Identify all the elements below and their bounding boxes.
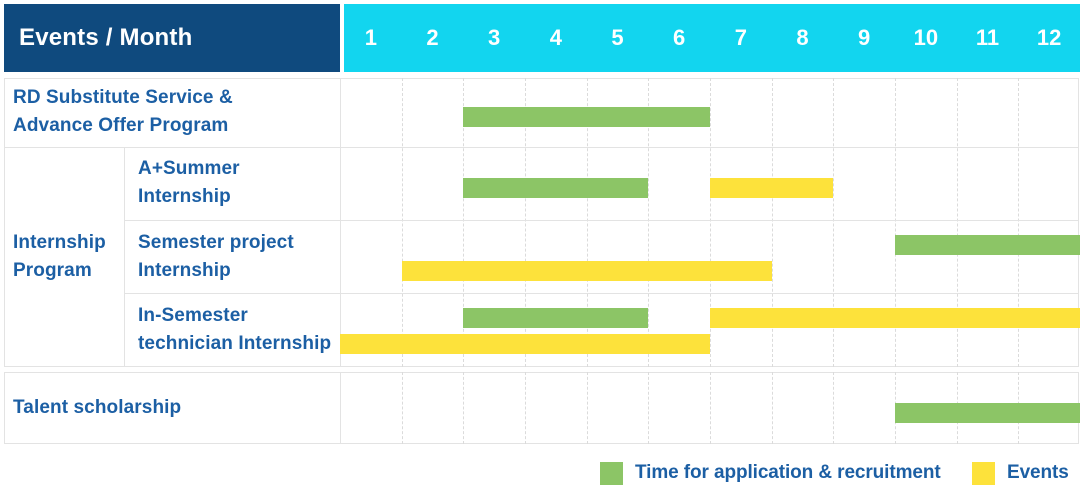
month-gridline bbox=[710, 78, 711, 367]
month-gridline bbox=[956, 78, 958, 367]
row-label-in-semester-technician-internship-line: In-Semester bbox=[138, 304, 248, 326]
label-months-divider bbox=[340, 78, 341, 367]
group-label-internship-program: Internship Program bbox=[13, 147, 106, 367]
month-header-12: 12 bbox=[1036, 25, 1062, 50]
month-gridline bbox=[833, 372, 835, 444]
month-gridline bbox=[771, 372, 773, 444]
green-bar-in-semester-technician-internship-m3-5 bbox=[463, 307, 649, 328]
month-gridline bbox=[648, 78, 650, 367]
green-bar-a-plus-summer-internship-m3-5 bbox=[463, 178, 649, 199]
green-bar-semester-project-internship-m10-12 bbox=[895, 234, 1080, 255]
legend-item-events: Events bbox=[972, 461, 1069, 485]
row-separator bbox=[124, 220, 1079, 221]
legend-label-application: Time for application & recruitment bbox=[635, 462, 941, 483]
table-section-border-1 bbox=[4, 78, 1079, 367]
yellow-bar-semester-project-internship-m2-7 bbox=[401, 261, 772, 281]
legend-label-events: Events bbox=[1007, 462, 1069, 483]
month-gridline bbox=[586, 372, 588, 444]
row-separator bbox=[4, 146, 1079, 148]
row-label-in-semester-technician-internship-line: technician Internship bbox=[138, 332, 332, 354]
month-gridline bbox=[525, 372, 526, 444]
row-label-talent-scholarship: Talent scholarship bbox=[13, 372, 181, 444]
row-label-talent-scholarship-line: Talent scholarship bbox=[13, 397, 182, 418]
month-header-9: 9 bbox=[858, 25, 871, 50]
month-gridline bbox=[1018, 78, 1020, 367]
row-label-a-plus-summer-internship: A+Summer Internship bbox=[138, 147, 240, 220]
legend-item-application: Time for application & recruitment bbox=[600, 461, 941, 485]
month-header-5: 5 bbox=[611, 25, 624, 50]
group-sublabel-divider bbox=[124, 146, 125, 367]
header-months-band bbox=[344, 4, 1080, 72]
month-header-11: 11 bbox=[975, 25, 1000, 50]
month-header-1: 1 bbox=[364, 25, 377, 50]
month-gridline bbox=[463, 372, 465, 444]
yellow-bar-a-plus-summer-internship-m7-8 bbox=[710, 178, 834, 199]
yellow-bar-in-semester-technician-internship-m1-6 bbox=[340, 334, 710, 355]
month-header-6: 6 bbox=[673, 25, 686, 50]
header-events-month-cell: Events / Month bbox=[4, 4, 340, 72]
month-gridline bbox=[463, 78, 465, 367]
row-separator bbox=[124, 293, 1079, 295]
application-green-swatch-icon bbox=[600, 461, 623, 485]
row-label-a-plus-summer-internship-line: Internship bbox=[138, 186, 231, 208]
month-header-7: 7 bbox=[734, 25, 747, 50]
row-label-semester-project-internship: Semester project Internship bbox=[138, 220, 294, 293]
header-title: Events / Month bbox=[19, 24, 193, 51]
month-header-8: 8 bbox=[796, 25, 809, 50]
green-bar-rd-substitute-service-m3-6 bbox=[463, 107, 710, 128]
month-gridline bbox=[771, 78, 773, 367]
row-label-a-plus-summer-internship-line: A+Summer bbox=[138, 158, 240, 180]
group-label-internship-program-line: Internship bbox=[13, 231, 106, 253]
month-gridline bbox=[833, 78, 835, 367]
month-gridline bbox=[648, 372, 650, 444]
row-label-rd-substitute-service: RD Substitute Service & Advance Offer Pro… bbox=[13, 78, 233, 147]
group-label-internship-program-line: Program bbox=[13, 259, 92, 281]
month-header-3: 3 bbox=[488, 25, 501, 50]
green-bar-talent-scholarship-m10-12 bbox=[895, 403, 1080, 423]
row-label-semester-project-internship-line: Semester project bbox=[138, 231, 294, 253]
row-label-rd-substitute-service-line: Advance Offer Program bbox=[13, 115, 229, 137]
row-label-in-semester-technician-internship: In-Semester technician Internship bbox=[138, 293, 331, 366]
month-gridline bbox=[401, 372, 403, 444]
label-months-divider bbox=[340, 372, 341, 444]
row-label-semester-project-internship-line: Internship bbox=[138, 259, 231, 281]
month-header-2: 2 bbox=[426, 25, 439, 50]
month-gridline bbox=[895, 78, 896, 367]
month-header-10: 10 bbox=[913, 25, 939, 50]
month-gridline bbox=[710, 372, 711, 444]
yellow-bar-in-semester-technician-internship-m7-12 bbox=[710, 307, 1080, 328]
row-label-rd-substitute-service-line: RD Substitute Service & bbox=[13, 87, 233, 109]
month-gridline bbox=[401, 78, 403, 367]
month-header-4: 4 bbox=[549, 25, 562, 50]
events-yellow-swatch-icon bbox=[972, 461, 995, 485]
month-gridline bbox=[586, 78, 588, 367]
month-gridline bbox=[525, 78, 526, 367]
